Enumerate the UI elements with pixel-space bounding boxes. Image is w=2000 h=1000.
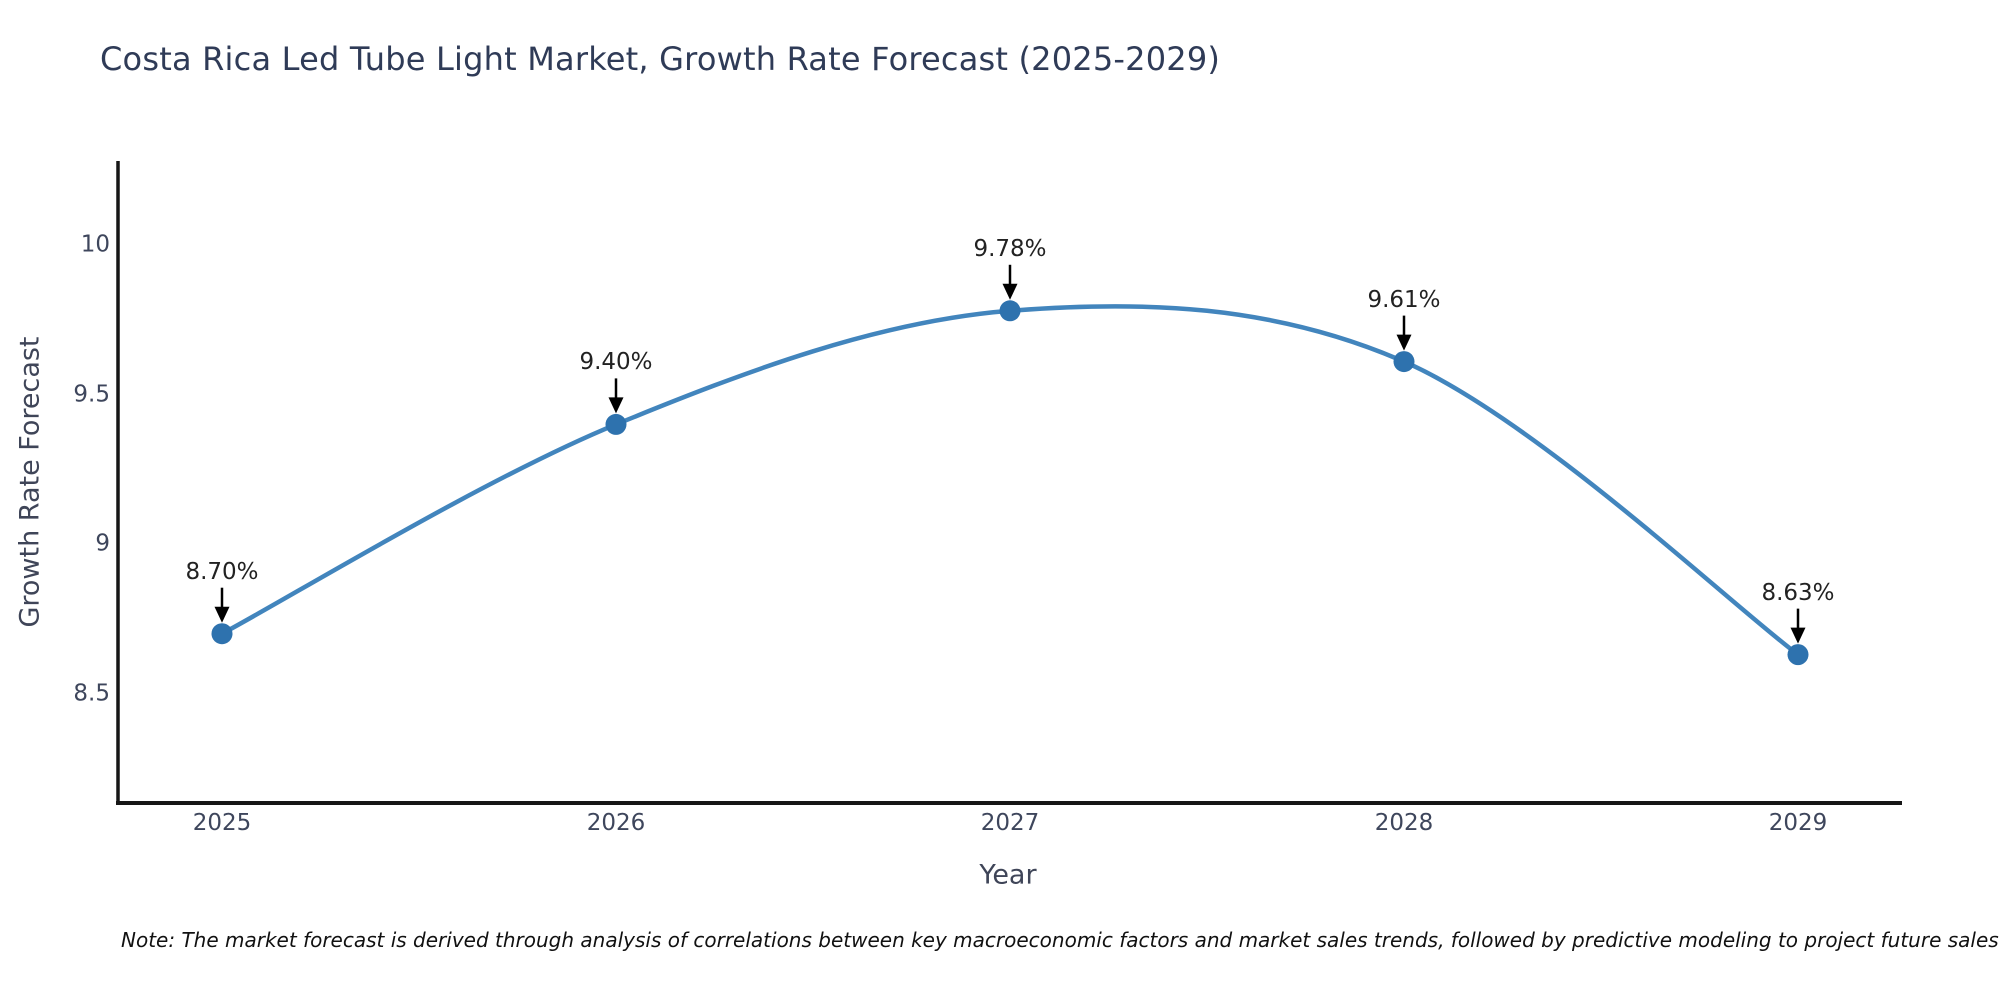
annotation-arrowhead-icon [608, 397, 624, 414]
point-value-label: 9.40% [579, 349, 653, 376]
chart-note: Note: The market forecast is derived thr… [121, 928, 1999, 952]
y-axis-title: Growth Rate Forecast [14, 336, 46, 628]
annotation-arrowhead-icon [1002, 283, 1018, 300]
point-value-label: 8.63% [1761, 579, 1835, 606]
annotation-arrowhead-icon [1396, 334, 1412, 351]
point-value-label: 8.70% [185, 558, 259, 585]
x-tick-label: 2027 [980, 810, 1040, 836]
point-value-label: 9.78% [973, 235, 1047, 262]
chart-title: Costa Rica Led Tube Light Market, Growth… [100, 40, 1221, 78]
data-point-marker [605, 413, 627, 435]
data-point-marker [1787, 644, 1809, 666]
data-point-marker [999, 300, 1021, 322]
x-tick-label: 2025 [192, 810, 252, 836]
x-tick-label: 2028 [1374, 810, 1434, 836]
x-tick-label: 2026 [586, 810, 646, 836]
annotation-arrowhead-icon [1790, 627, 1806, 644]
y-tick-label: 9.5 [73, 380, 110, 407]
x-axis-title: Year [979, 859, 1037, 891]
point-value-label: 9.61% [1367, 286, 1441, 313]
y-tick-label: 10 [80, 231, 110, 258]
annotation-arrowhead-icon [214, 606, 230, 623]
x-tick-label: 2029 [1768, 810, 1828, 836]
forecast-spline-line [219, 304, 1801, 657]
data-point-marker [211, 623, 233, 645]
data-point-marker [1393, 351, 1415, 373]
y-tick-label: 9 [95, 530, 110, 557]
y-tick-label: 8.5 [73, 679, 110, 706]
